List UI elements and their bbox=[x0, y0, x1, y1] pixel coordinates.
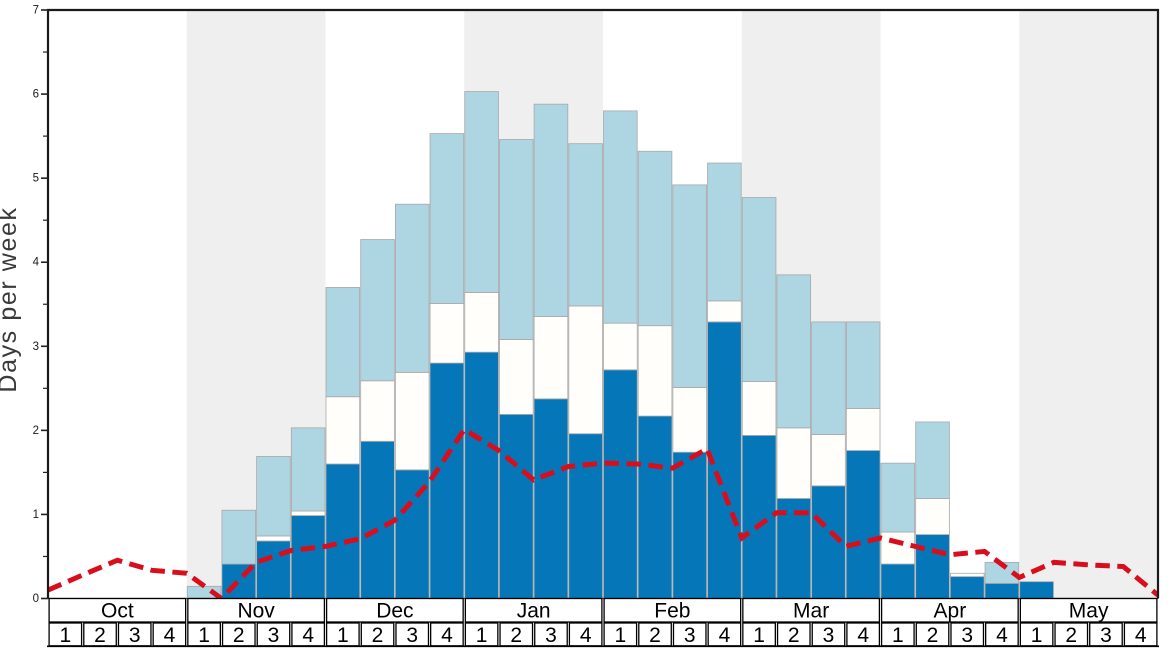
svg-text:5: 5 bbox=[33, 173, 39, 185]
svg-text:Apr: Apr bbox=[934, 600, 967, 623]
svg-text:3: 3 bbox=[33, 341, 39, 353]
svg-text:3: 3 bbox=[406, 624, 418, 647]
svg-text:1: 1 bbox=[892, 624, 904, 647]
svg-text:1: 1 bbox=[1031, 624, 1043, 647]
svg-text:2: 2 bbox=[510, 624, 522, 647]
svg-text:4: 4 bbox=[580, 624, 592, 647]
svg-text:Feb: Feb bbox=[654, 600, 690, 623]
svg-text:2: 2 bbox=[788, 624, 800, 647]
svg-text:Nov: Nov bbox=[237, 600, 275, 623]
svg-text:2: 2 bbox=[927, 624, 939, 647]
svg-text:2: 2 bbox=[1065, 624, 1077, 647]
svg-text:4: 4 bbox=[164, 624, 176, 647]
svg-text:2: 2 bbox=[233, 624, 245, 647]
svg-text:4: 4 bbox=[33, 257, 40, 269]
svg-text:1: 1 bbox=[33, 509, 39, 521]
svg-text:May: May bbox=[1069, 600, 1109, 623]
svg-text:2: 2 bbox=[94, 624, 106, 647]
svg-text:3: 3 bbox=[268, 624, 280, 647]
svg-text:6: 6 bbox=[33, 89, 39, 101]
svg-text:Days per week: Days per week bbox=[0, 206, 22, 392]
svg-text:Dec: Dec bbox=[376, 600, 413, 623]
svg-text:4: 4 bbox=[996, 624, 1008, 647]
svg-text:7: 7 bbox=[33, 5, 39, 17]
svg-text:3: 3 bbox=[684, 624, 696, 647]
svg-text:Oct: Oct bbox=[101, 600, 134, 623]
svg-text:3: 3 bbox=[1100, 624, 1112, 647]
svg-text:3: 3 bbox=[823, 624, 835, 647]
svg-text:4: 4 bbox=[719, 624, 731, 647]
svg-text:3: 3 bbox=[129, 624, 141, 647]
svg-text:0: 0 bbox=[33, 593, 39, 605]
svg-text:4: 4 bbox=[441, 624, 453, 647]
svg-text:4: 4 bbox=[857, 624, 869, 647]
svg-text:3: 3 bbox=[961, 624, 973, 647]
svg-text:1: 1 bbox=[337, 624, 349, 647]
svg-text:1: 1 bbox=[59, 624, 71, 647]
svg-text:2: 2 bbox=[649, 624, 661, 647]
svg-text:1: 1 bbox=[753, 624, 765, 647]
svg-text:Mar: Mar bbox=[793, 600, 829, 623]
svg-text:4: 4 bbox=[1135, 624, 1147, 647]
svg-text:1: 1 bbox=[614, 624, 626, 647]
svg-text:2: 2 bbox=[33, 425, 39, 437]
svg-text:2: 2 bbox=[372, 624, 384, 647]
svg-text:1: 1 bbox=[476, 624, 488, 647]
svg-text:1: 1 bbox=[198, 624, 210, 647]
svg-text:4: 4 bbox=[302, 624, 314, 647]
svg-text:3: 3 bbox=[545, 624, 557, 647]
svg-text:Jan: Jan bbox=[517, 600, 551, 623]
